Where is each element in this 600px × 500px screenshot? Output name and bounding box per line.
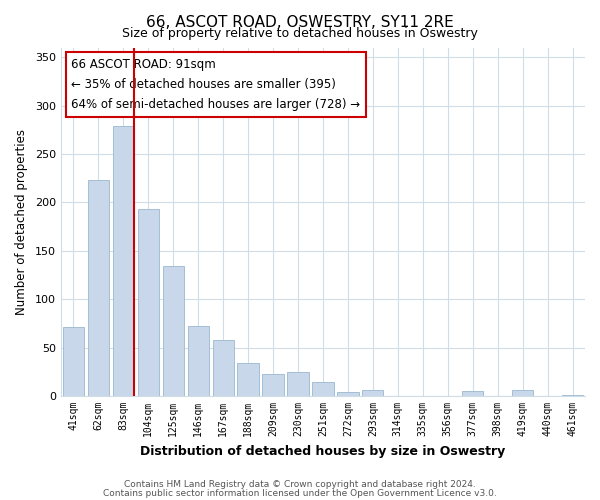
Bar bbox=[287, 372, 308, 396]
Bar bbox=[462, 391, 484, 396]
Text: 66 ASCOT ROAD: 91sqm
← 35% of detached houses are smaller (395)
64% of semi-deta: 66 ASCOT ROAD: 91sqm ← 35% of detached h… bbox=[71, 58, 361, 111]
Bar bbox=[163, 266, 184, 396]
Bar bbox=[512, 390, 533, 396]
Text: Size of property relative to detached houses in Oswestry: Size of property relative to detached ho… bbox=[122, 28, 478, 40]
Text: 66, ASCOT ROAD, OSWESTRY, SY11 2RE: 66, ASCOT ROAD, OSWESTRY, SY11 2RE bbox=[146, 15, 454, 30]
Bar bbox=[313, 382, 334, 396]
Bar bbox=[337, 392, 359, 396]
Y-axis label: Number of detached properties: Number of detached properties bbox=[15, 129, 28, 315]
X-axis label: Distribution of detached houses by size in Oswestry: Distribution of detached houses by size … bbox=[140, 444, 506, 458]
Bar bbox=[63, 328, 84, 396]
Bar bbox=[262, 374, 284, 396]
Bar bbox=[188, 326, 209, 396]
Bar bbox=[212, 340, 234, 396]
Bar bbox=[88, 180, 109, 396]
Text: Contains HM Land Registry data © Crown copyright and database right 2024.: Contains HM Land Registry data © Crown c… bbox=[124, 480, 476, 489]
Bar bbox=[137, 209, 159, 396]
Bar bbox=[238, 363, 259, 396]
Bar bbox=[562, 395, 583, 396]
Bar bbox=[113, 126, 134, 396]
Text: Contains public sector information licensed under the Open Government Licence v3: Contains public sector information licen… bbox=[103, 488, 497, 498]
Bar bbox=[362, 390, 383, 396]
